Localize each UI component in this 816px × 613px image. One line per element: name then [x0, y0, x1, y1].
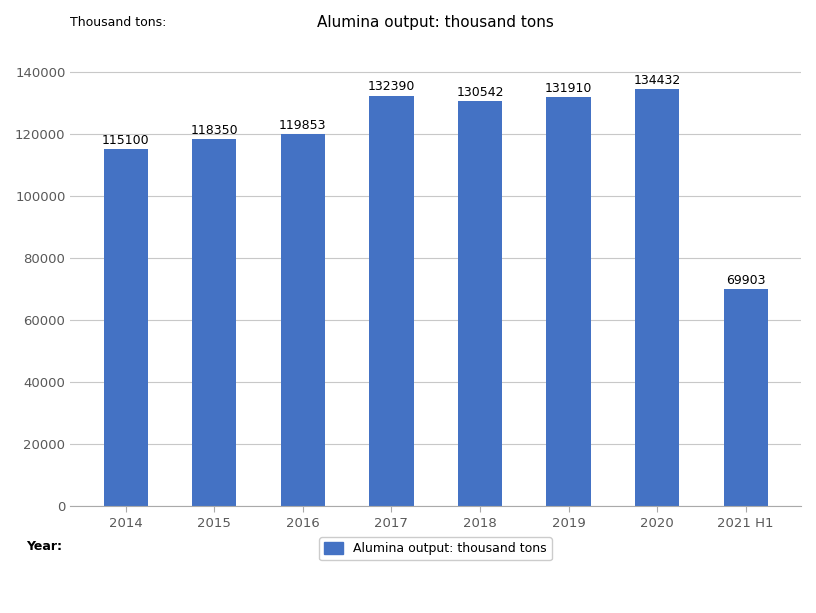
Text: 134432: 134432	[633, 74, 681, 86]
Text: 131910: 131910	[545, 82, 592, 94]
Bar	[458, 101, 502, 506]
Bar	[635, 89, 679, 506]
Text: 115100: 115100	[102, 134, 149, 147]
Text: 69903: 69903	[726, 274, 765, 287]
Text: 118350: 118350	[190, 124, 238, 137]
Text: Year:: Year:	[26, 540, 62, 553]
Title: Alumina output: thousand tons: Alumina output: thousand tons	[317, 15, 554, 30]
Bar	[192, 139, 237, 506]
Bar	[370, 96, 414, 506]
Bar	[724, 289, 768, 506]
Text: 119853: 119853	[279, 119, 326, 132]
Bar	[547, 97, 591, 506]
Text: 132390: 132390	[368, 80, 415, 93]
Legend: Alumina output: thousand tons: Alumina output: thousand tons	[320, 538, 552, 560]
Bar	[281, 134, 325, 506]
Text: 130542: 130542	[456, 86, 503, 99]
Bar	[104, 149, 148, 506]
Text: Thousand tons:: Thousand tons:	[70, 15, 166, 29]
